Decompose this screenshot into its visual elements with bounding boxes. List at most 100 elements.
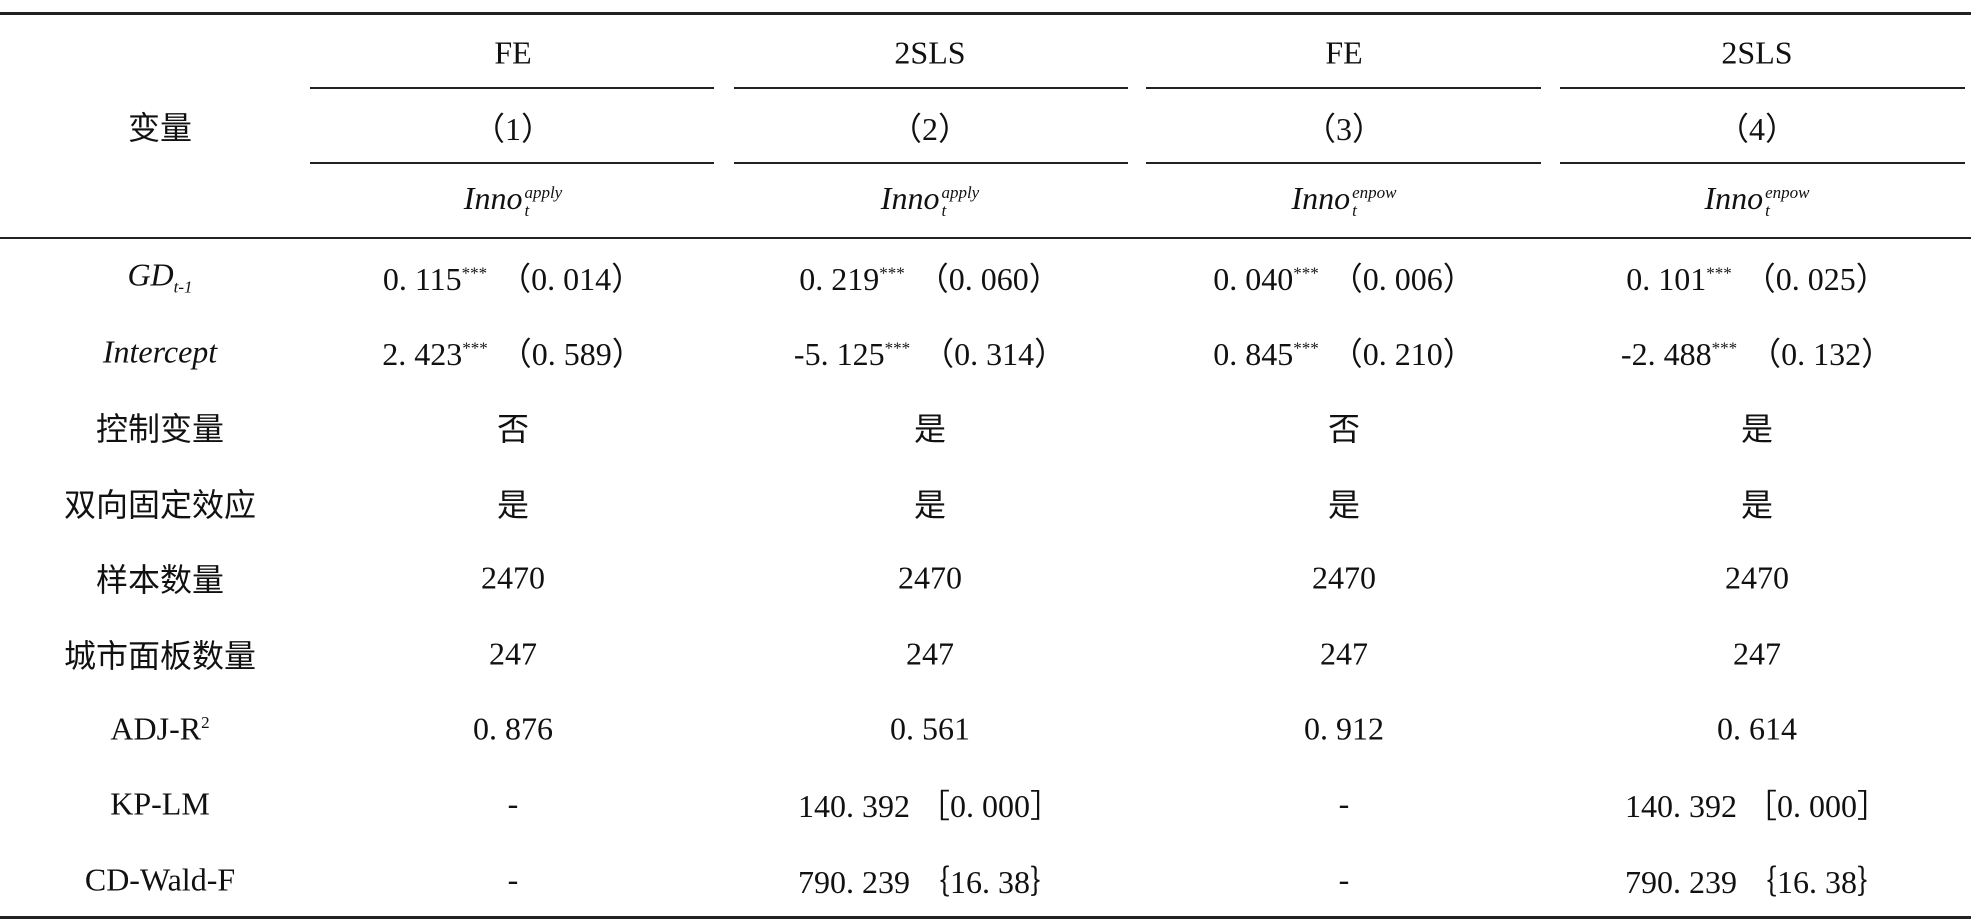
standard-error: （0. 589）: [499, 336, 644, 372]
rich-text: Inno apply t: [881, 180, 979, 220]
column-rule: [734, 87, 1128, 89]
significance: ***: [461, 263, 488, 283]
cell-text: 247: [906, 635, 954, 672]
column-rule: [310, 87, 714, 89]
base-text: Inno: [1291, 180, 1351, 217]
top-rule: [0, 12, 1971, 15]
standard-error: （0. 210）: [1330, 336, 1475, 372]
coefficient: -2. 488: [1620, 336, 1712, 372]
superscript: apply: [941, 182, 980, 202]
method-label: FE: [494, 34, 532, 71]
cell-text: 是: [1740, 487, 1774, 523]
subscript: t: [1765, 200, 1770, 220]
significance: ***: [1711, 338, 1738, 358]
cell-text: 247: [489, 635, 537, 672]
standard-error: （0. 014）: [499, 261, 644, 297]
column-number: （2）: [889, 111, 971, 147]
estimate: 0. 101*** （0. 025）: [1626, 254, 1888, 300]
column-rule: [1560, 162, 1965, 164]
base-text: GD: [127, 256, 174, 293]
base-text: Inno: [880, 180, 940, 217]
standard-error: （0. 314）: [922, 336, 1067, 372]
significance: ***: [1293, 263, 1319, 283]
base-text: Inno: [1704, 180, 1764, 217]
significance: ***: [462, 338, 488, 358]
cell-text: 140. 392 ［0. 000］: [797, 788, 1063, 824]
coefficient: 0. 845: [1213, 336, 1294, 372]
standard-error: （0. 006）: [1330, 261, 1475, 297]
cell-text: 247: [1733, 635, 1781, 672]
cell-text: 0. 912: [1304, 710, 1384, 747]
superscript: 2: [201, 712, 210, 732]
column-rule: [310, 162, 714, 164]
significance: ***: [879, 263, 905, 283]
variable-header: 变量: [127, 110, 193, 146]
base-text: Inno: [463, 180, 523, 217]
superscript: apply: [524, 182, 563, 202]
coefficient: 0. 101: [1626, 261, 1707, 297]
coefficient: 0. 219: [799, 261, 880, 297]
subscript: t: [941, 200, 947, 220]
sub-sup: apply t: [941, 182, 980, 220]
cell-text: 0. 561: [890, 710, 970, 747]
cell-text: 140. 392 ［0. 000］: [1624, 788, 1890, 824]
column-number: （1）: [472, 111, 554, 147]
estimate: 0. 845*** （0. 210）: [1213, 329, 1475, 375]
column-rule: [734, 162, 1128, 164]
significance: ***: [1293, 338, 1319, 358]
cell-text: 是: [1740, 411, 1774, 447]
base-text: ADJ-R: [110, 710, 202, 747]
row-label: 控制变量: [95, 411, 225, 447]
row-label: CD-Wald-F: [84, 861, 236, 898]
cell-text: 是: [1327, 487, 1361, 523]
cell-text: 否: [496, 411, 530, 447]
column-number: （4）: [1716, 111, 1798, 147]
superscript: enpow: [1352, 182, 1397, 202]
cell-text: -: [507, 861, 519, 898]
cell-text: -: [1338, 785, 1350, 822]
estimate: 0. 219*** （0. 060）: [799, 254, 1061, 300]
cell-text: 2470: [898, 559, 962, 596]
cell-text: 否: [1327, 411, 1361, 447]
standard-error: （0. 132）: [1749, 336, 1894, 372]
coefficient: 0. 115: [382, 261, 462, 297]
subscript: t: [1352, 200, 1357, 220]
rich-text: Inno enpow t: [1291, 180, 1396, 220]
sub-sup: apply t: [524, 182, 563, 220]
cell-text: 790. 239 ｛16. 38｝: [797, 864, 1063, 900]
cell-text: 是: [913, 411, 947, 447]
row-label: 样本数量: [95, 562, 225, 598]
row-label: 城市面板数量: [63, 638, 257, 674]
subscript: t: [524, 200, 530, 220]
method-label: 2SLS: [1721, 34, 1793, 71]
coefficient: -5. 125: [793, 336, 885, 372]
column-rule: [1146, 87, 1541, 89]
column-number: （3）: [1303, 111, 1385, 147]
superscript: enpow: [1765, 182, 1810, 202]
cell-text: -: [1338, 861, 1350, 898]
subscript: t-1: [173, 277, 193, 297]
cell-text: 2470: [1725, 559, 1789, 596]
rich-text: Inno apply t: [464, 180, 562, 220]
column-rule: [1560, 87, 1965, 89]
cell-text: 是: [496, 487, 530, 523]
base-text: Intercept: [102, 333, 218, 370]
significance: ***: [884, 338, 911, 358]
estimate: 2. 423*** （0. 589）: [382, 329, 644, 375]
significance: ***: [1706, 263, 1732, 283]
cell-text: -: [507, 785, 519, 822]
estimate: 0. 115*** （0. 014）: [383, 254, 643, 300]
rich-text: Inno enpow t: [1704, 180, 1809, 220]
row-label: KP-LM: [110, 785, 210, 822]
rich-text: Intercept: [103, 334, 217, 371]
bottom-rule: [0, 916, 1971, 919]
estimate: -2. 488*** （0. 132）: [1621, 329, 1893, 375]
cell-text: 0. 614: [1717, 710, 1797, 747]
cell-text: 2470: [1312, 559, 1376, 596]
standard-error: （0. 025）: [1743, 261, 1888, 297]
coefficient: 2. 423: [382, 336, 463, 372]
header-rule: [0, 237, 1971, 239]
estimate: -5. 125*** （0. 314）: [794, 329, 1066, 375]
cell-text: 是: [913, 487, 947, 523]
